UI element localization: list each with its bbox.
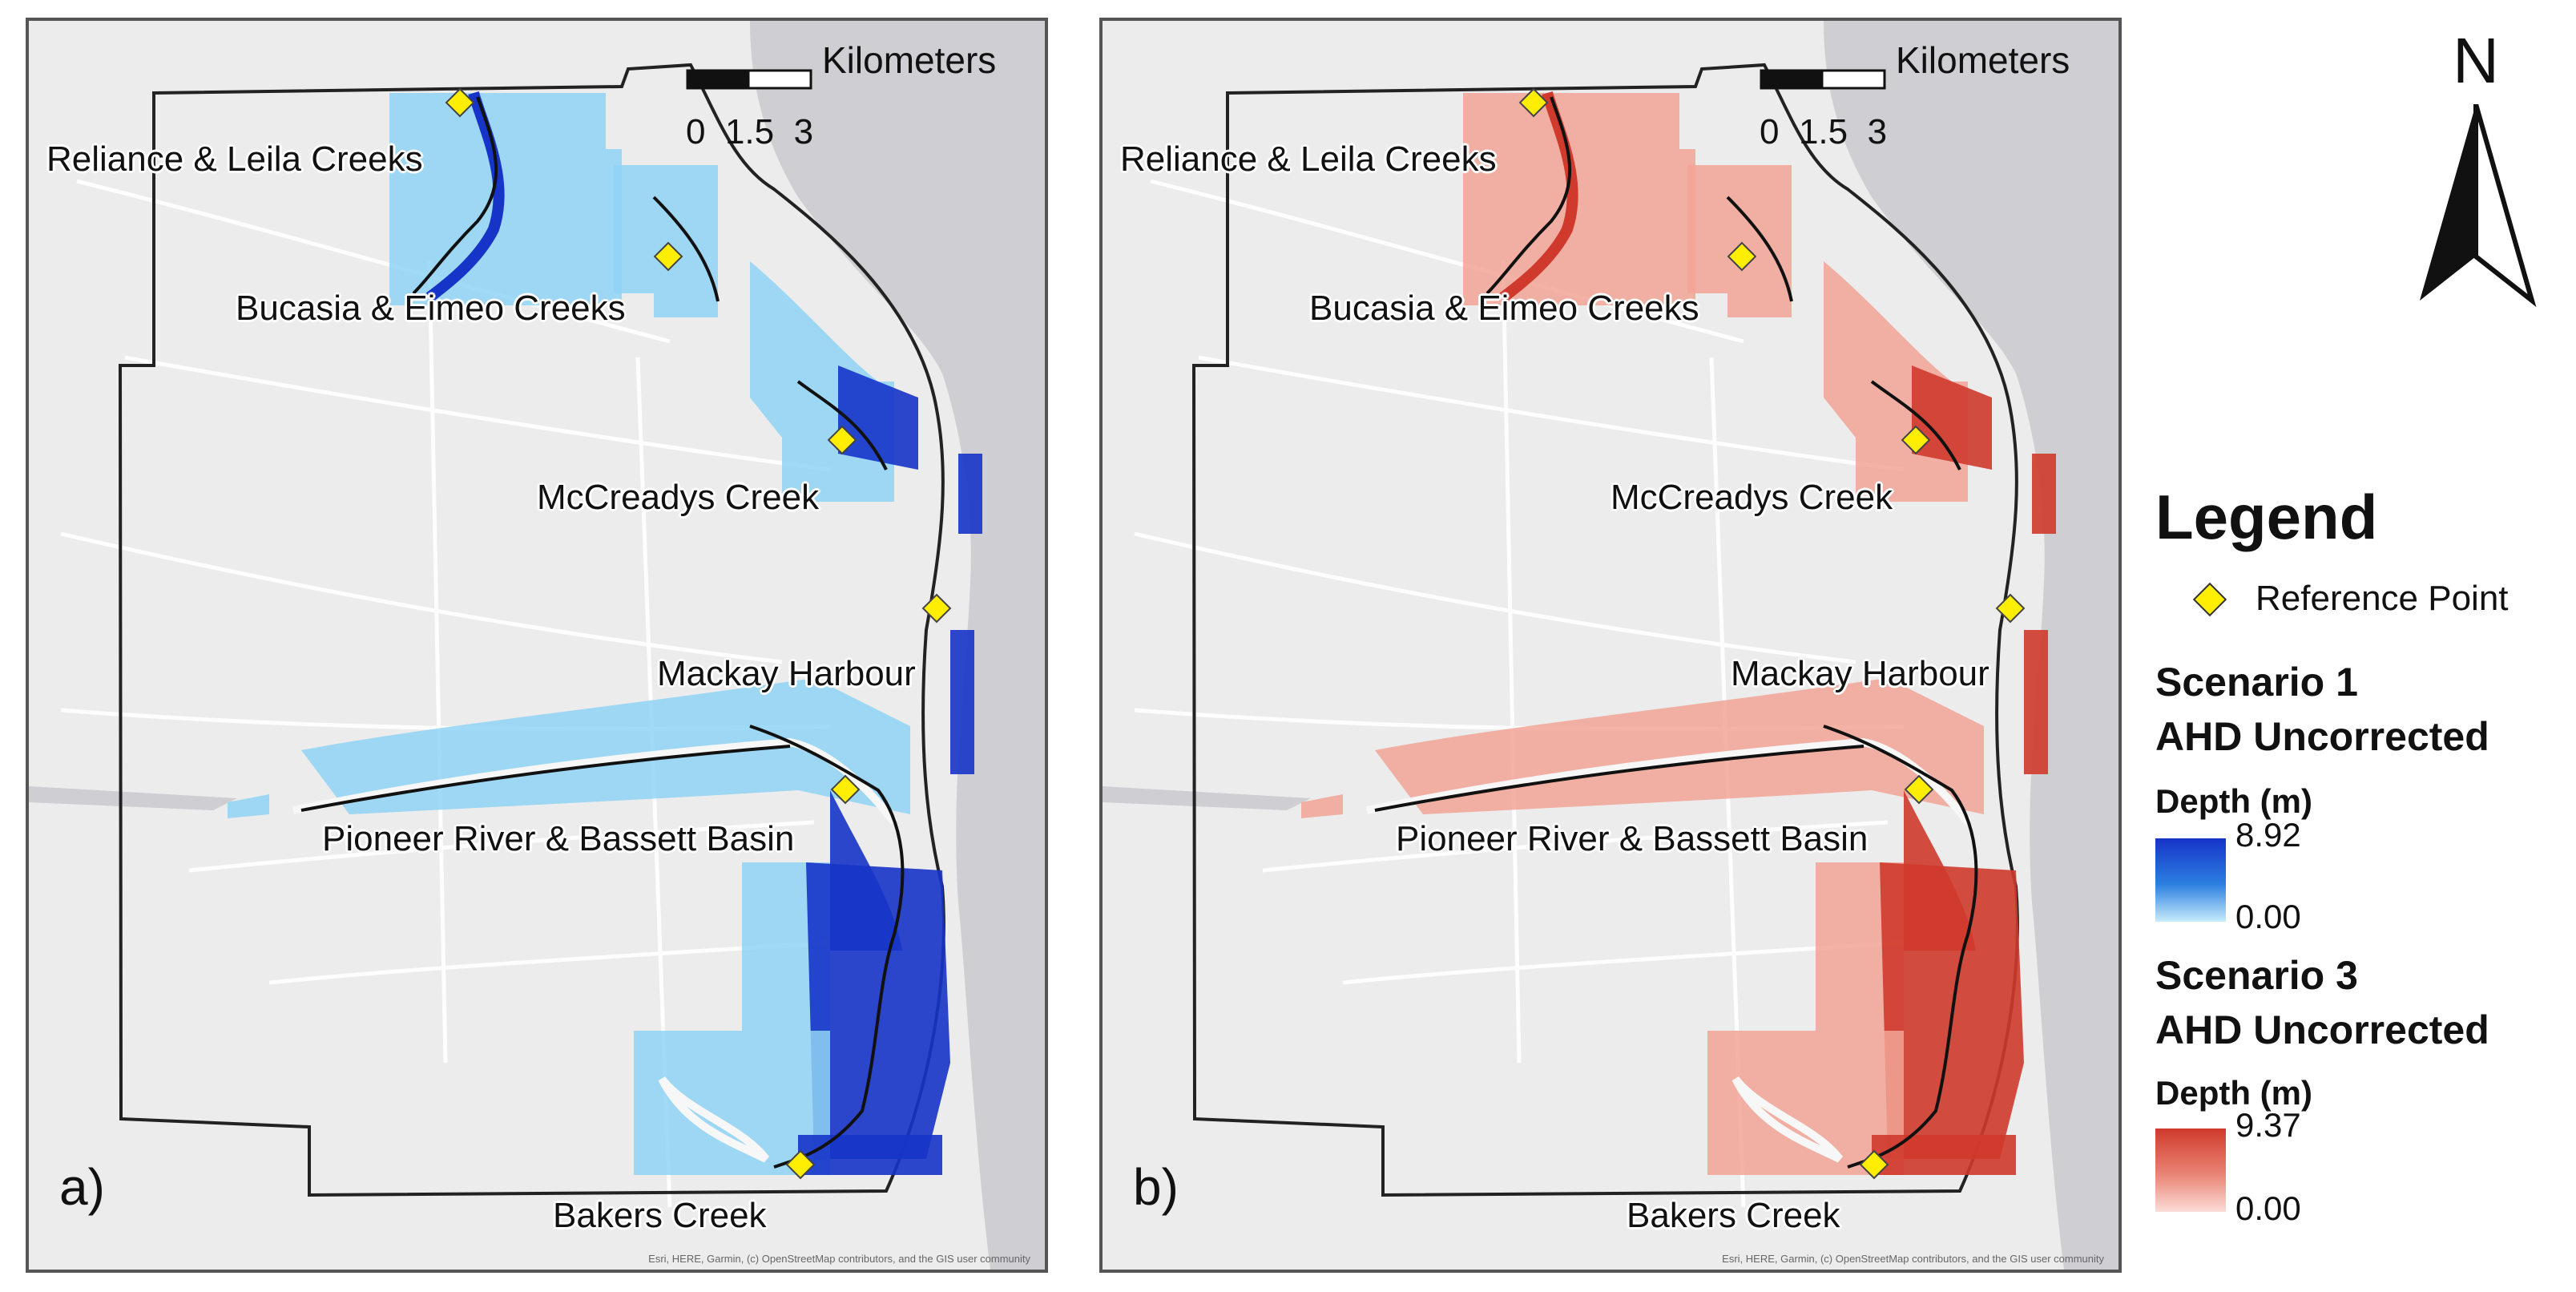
label-harbour: Mackay Harbour [1731, 654, 1989, 693]
north-arrow: N [2420, 24, 2564, 313]
scale-tick: 3 [793, 112, 814, 151]
label-reliance: Reliance & Leila Creeks [1120, 139, 1497, 179]
creek-lines [300, 96, 905, 1169]
road-network [1134, 179, 1905, 1208]
reference-point-reliance [1518, 87, 1549, 118]
scale-ticks: 0 1.5 3 [686, 112, 813, 152]
scenario1-title-line2: AHD Uncorrected [2155, 714, 2489, 759]
scale-units: Kilometers [822, 39, 997, 81]
label-harbour: Mackay Harbour [657, 654, 916, 693]
north-arrow-icon [2420, 104, 2537, 308]
sea-area [750, 21, 1045, 1270]
reference-point-harbour [921, 593, 952, 624]
panel-letter: b) [1133, 1158, 1179, 1216]
map-canvas [29, 21, 1045, 1270]
label-reliance: Reliance & Leila Creeks [46, 139, 423, 179]
scenario3-color-ramp [2155, 1128, 2226, 1212]
scenario3-min: 0.00 [2235, 1189, 2301, 1227]
scale-ticks: 0 1.5 3 [1760, 112, 1887, 152]
panel-letter: a) [59, 1158, 105, 1216]
scale-units: Kilometers [1896, 39, 2070, 81]
scale-tick: 1.5 [1798, 112, 1848, 151]
map-canvas [1103, 21, 2118, 1270]
scenario3-depth-label: Depth (m) [2155, 1074, 2312, 1112]
reference-point-pioneer [1904, 774, 1934, 805]
sea-area [1824, 21, 2118, 1270]
scale-bar: Kilometers 0 1.5 3 [1760, 38, 2096, 151]
label-bakers: Bakers Creek [553, 1196, 767, 1235]
river-channels [292, 737, 897, 1163]
reference-point-icon [2192, 582, 2227, 617]
scenario3-title-line2: AHD Uncorrected [2155, 1007, 2489, 1052]
map-panel-b: Reliance & Leila Creeks Bucasia & Eimeo … [1099, 18, 2122, 1273]
map-panel-a: Reliance & Leila Creeks Bucasia & Eimeo … [26, 18, 1048, 1273]
reference-point-reliance [445, 87, 475, 118]
label-bucasia: Bucasia & Eimeo Creeks [1309, 289, 1699, 328]
legend-reference-point: Reference Point [2155, 575, 2564, 624]
label-pioneer: Pioneer River & Bassett Basin [1396, 819, 1869, 858]
inundation-depth [228, 91, 982, 1175]
inundation-depth [1301, 91, 2056, 1175]
scenario1-depth-label: Depth (m) [2155, 782, 2312, 820]
label-mccreadys: McCreadys Creek [537, 478, 820, 517]
map-attribution: Esri, HERE, Garmin, (c) OpenStreetMap co… [1722, 1253, 2104, 1265]
label-pioneer: Pioneer River & Bassett Basin [322, 819, 795, 858]
label-bucasia: Bucasia & Eimeo Creeks [236, 289, 626, 328]
reference-points [1518, 87, 2026, 1180]
label-bakers: Bakers Creek [1627, 1196, 1840, 1235]
legend-title: Legend [2155, 482, 2378, 552]
scenario3-max: 9.37 [2235, 1106, 2301, 1144]
scale-bar-graphic [1760, 69, 1886, 90]
scale-bar-graphic [686, 69, 812, 90]
reference-points [445, 87, 952, 1180]
scale-tick: 0 [686, 112, 706, 151]
reference-point-bucasia [653, 241, 683, 272]
river-west [29, 786, 237, 810]
map-attribution: Esri, HERE, Garmin, (c) OpenStreetMap co… [648, 1253, 1030, 1265]
river-west [1103, 786, 1311, 810]
scenario1-color-ramp [2155, 838, 2226, 922]
reference-point-bucasia [1727, 241, 1757, 272]
scale-bar: Kilometers 0 1.5 3 [686, 38, 1022, 151]
legend-reference-point-label: Reference Point [2256, 579, 2509, 618]
scenario1-title-line1: Scenario 1 [2155, 660, 2358, 705]
reference-point-pioneer [830, 774, 861, 805]
scale-tick: 0 [1760, 112, 1780, 151]
river-channels [1365, 737, 1971, 1163]
reference-point-mccreadys [827, 425, 857, 455]
reference-point-mccreadys [1901, 425, 1931, 455]
reference-point-harbour [1995, 593, 2026, 624]
scenario1-max: 8.92 [2235, 816, 2301, 854]
creek-lines [1374, 96, 1978, 1169]
scenario1-min: 0.00 [2235, 898, 2301, 935]
scale-tick: 1.5 [724, 112, 775, 151]
scenario3-title-line1: Scenario 3 [2155, 953, 2358, 998]
reference-point-bakers [1859, 1149, 1889, 1180]
north-letter: N [2453, 25, 2499, 96]
label-mccreadys: McCreadys Creek [1611, 478, 1893, 517]
scale-tick: 3 [1867, 112, 1888, 151]
reference-point-bakers [785, 1149, 816, 1180]
